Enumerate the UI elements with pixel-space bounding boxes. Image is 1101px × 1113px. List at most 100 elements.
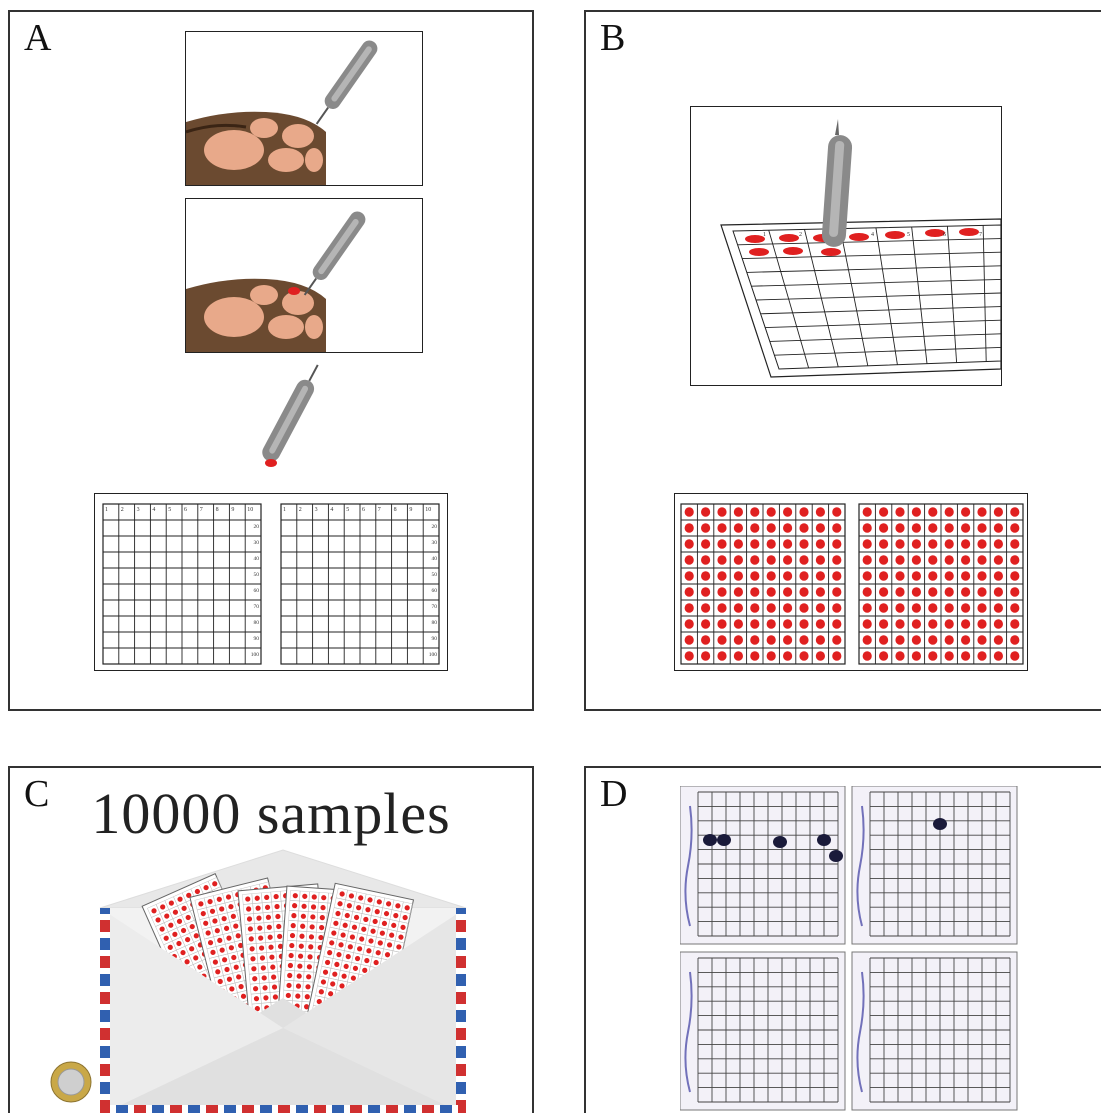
blood-spot (862, 555, 872, 565)
grid-row-label: 20 (432, 524, 438, 530)
blood-spot (766, 507, 776, 517)
blood-spot (911, 635, 921, 645)
blood-spot (733, 587, 743, 597)
blood-spot (1010, 651, 1020, 661)
blood-spot (799, 635, 809, 645)
blood-spot (733, 539, 743, 549)
grid-col-label: 1 (763, 232, 766, 238)
blood-spot (783, 539, 793, 549)
paw-illustration (186, 111, 326, 185)
blood-spot (961, 507, 971, 517)
blood-spot (684, 635, 694, 645)
sample-grid: 1 2 3 4 5 6 7 8 9 10 20 30 40 50 60 70 80 90 100 (102, 503, 262, 665)
blood-spot (684, 651, 694, 661)
blood-spot (1010, 587, 1020, 597)
blood-spot (717, 603, 727, 613)
grid-row-label: 70 (432, 604, 438, 610)
sample-grid (680, 503, 846, 665)
grid-row-label: 40 (254, 556, 260, 562)
blood-spot (977, 539, 987, 549)
grid-col-label: 10 (425, 507, 431, 513)
blood-spot (993, 587, 1003, 597)
blood-spot (911, 555, 921, 565)
blood-spot (961, 539, 971, 549)
blood-spot (783, 507, 793, 517)
blood-spot (783, 619, 793, 629)
blood-spot (779, 234, 799, 242)
blood-spot (1010, 523, 1020, 533)
blood-spot (944, 539, 954, 549)
blood-spot (815, 619, 825, 629)
dried-blood-spot (773, 836, 787, 848)
panel-d: D (584, 766, 1101, 1113)
grid-col-label: 5 (168, 507, 171, 513)
sample-grid (858, 503, 1024, 665)
blood-spot (766, 539, 776, 549)
blood-spot (977, 571, 987, 581)
blood-spot (928, 507, 938, 517)
blood-spot (928, 555, 938, 565)
blood-spot (911, 603, 921, 613)
blood-spot (815, 571, 825, 581)
blood-spot (750, 635, 760, 645)
blood-spot (701, 507, 711, 517)
blood-spot (879, 635, 889, 645)
grid-row-label: 80 (254, 620, 260, 626)
blood-spot (815, 603, 825, 613)
blood-spot (733, 603, 743, 613)
blood-spot (733, 635, 743, 645)
blood-spot (959, 228, 979, 236)
grid-row-label: 70 (254, 604, 260, 610)
blood-spot (993, 507, 1003, 517)
blood-spot (749, 248, 769, 256)
panel-a: A (8, 10, 534, 711)
blood-spot (750, 587, 760, 597)
blood-spot (821, 248, 841, 256)
blotted-card (851, 786, 1018, 945)
blood-spot (799, 539, 809, 549)
blood-spot (993, 539, 1003, 549)
grid-row-label: 30 (432, 540, 438, 546)
blood-spot (928, 523, 938, 533)
paw-illustration (186, 278, 326, 352)
blood-spot (684, 555, 694, 565)
blood-spot (799, 571, 809, 581)
grid-col-label: 7 (979, 232, 982, 238)
blood-spot (879, 571, 889, 581)
blood-spot (862, 523, 872, 533)
blood-spot (1010, 555, 1020, 565)
blood-spot (832, 507, 842, 517)
grid-col-label: 4 (330, 507, 333, 513)
blood-spot (911, 651, 921, 661)
blood-spot (862, 571, 872, 581)
blood-spot (895, 651, 905, 661)
blood-spot (766, 555, 776, 565)
blood-spot (799, 619, 809, 629)
blood-spot (993, 603, 1003, 613)
blood-spot (684, 587, 694, 597)
blood-spot (961, 523, 971, 533)
blood-spot (815, 507, 825, 517)
blood-spot (832, 571, 842, 581)
blood-spot (895, 555, 905, 565)
blood-spot (928, 651, 938, 661)
blood-spot (733, 507, 743, 517)
blood-spot (766, 571, 776, 581)
blood-spot (862, 587, 872, 597)
blood-spot (783, 603, 793, 613)
blood-spot (879, 539, 889, 549)
blood-spot (766, 619, 776, 629)
blood-spot (750, 651, 760, 661)
blood-spot (879, 651, 889, 661)
blotted-card (851, 951, 1018, 1111)
blood-spot (911, 523, 921, 533)
blood-spot (928, 635, 938, 645)
panel-b-letter: B (600, 17, 626, 59)
blood-spot (701, 587, 711, 597)
blood-spot (799, 603, 809, 613)
blood-spot (684, 523, 694, 533)
blotted-card (680, 951, 846, 1111)
blood-spot (799, 555, 809, 565)
blood-spot (977, 555, 987, 565)
